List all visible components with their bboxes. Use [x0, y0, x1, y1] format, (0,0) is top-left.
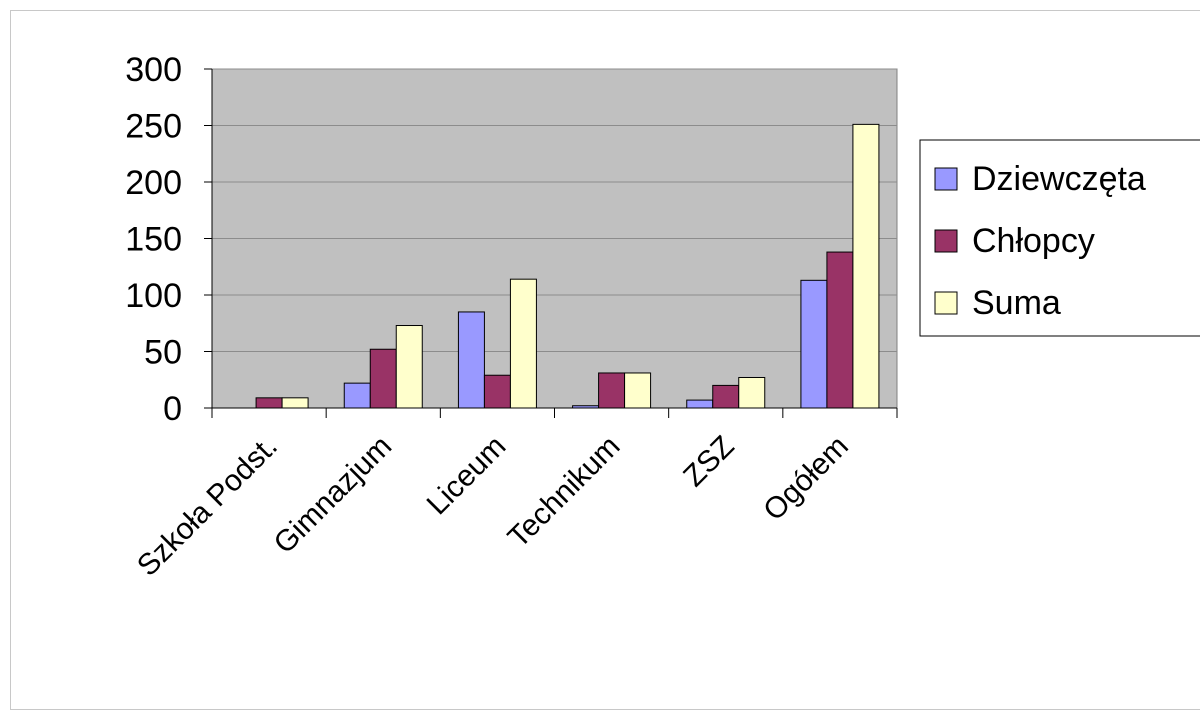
legend-swatch — [934, 229, 958, 253]
y-tick-label: 50 — [144, 334, 182, 372]
bar — [369, 348, 397, 409]
y-axis-ticks: 0 50 100 150 200 250 300 — [125, 51, 212, 428]
bar — [738, 376, 766, 409]
legend-label: Suma — [972, 284, 1061, 322]
bar — [826, 251, 854, 409]
legend-label: Dziewczęta — [972, 160, 1146, 198]
bar — [509, 278, 537, 409]
legend-label: Chłopcy — [972, 222, 1095, 260]
bar — [852, 123, 880, 409]
legend-box — [919, 139, 1200, 337]
bar — [712, 384, 740, 409]
y-tick-label: 0 — [163, 390, 182, 428]
y-tick-label: 250 — [125, 108, 182, 146]
x-category-label: Technikum — [502, 430, 627, 555]
bar — [255, 397, 283, 409]
legend-swatch — [934, 291, 958, 315]
bar — [483, 374, 511, 409]
y-tick-label: 200 — [125, 164, 182, 202]
bar — [598, 372, 626, 409]
legend-swatch — [934, 167, 958, 191]
x-category-label: Szkoła Podst. — [131, 430, 284, 583]
bar — [686, 399, 714, 409]
bar — [572, 405, 600, 409]
x-category-label: Ogółem — [757, 430, 855, 528]
bar — [343, 382, 371, 409]
x-category-label: Gimnazjum — [268, 430, 399, 561]
bar — [457, 311, 485, 409]
y-tick-label: 100 — [125, 277, 182, 315]
y-tick-label: 300 — [125, 51, 182, 89]
bar — [395, 325, 423, 409]
y-tick-label: 150 — [125, 221, 182, 259]
bar — [624, 372, 652, 409]
bar — [800, 279, 828, 409]
plot-area — [211, 68, 898, 409]
x-category-label: ZSZ — [677, 430, 740, 493]
x-category-label: Liceum — [421, 430, 513, 522]
legend: Dziewczęta Chłopcy Suma — [919, 139, 1200, 337]
bars — [255, 123, 880, 409]
bar — [281, 397, 309, 409]
